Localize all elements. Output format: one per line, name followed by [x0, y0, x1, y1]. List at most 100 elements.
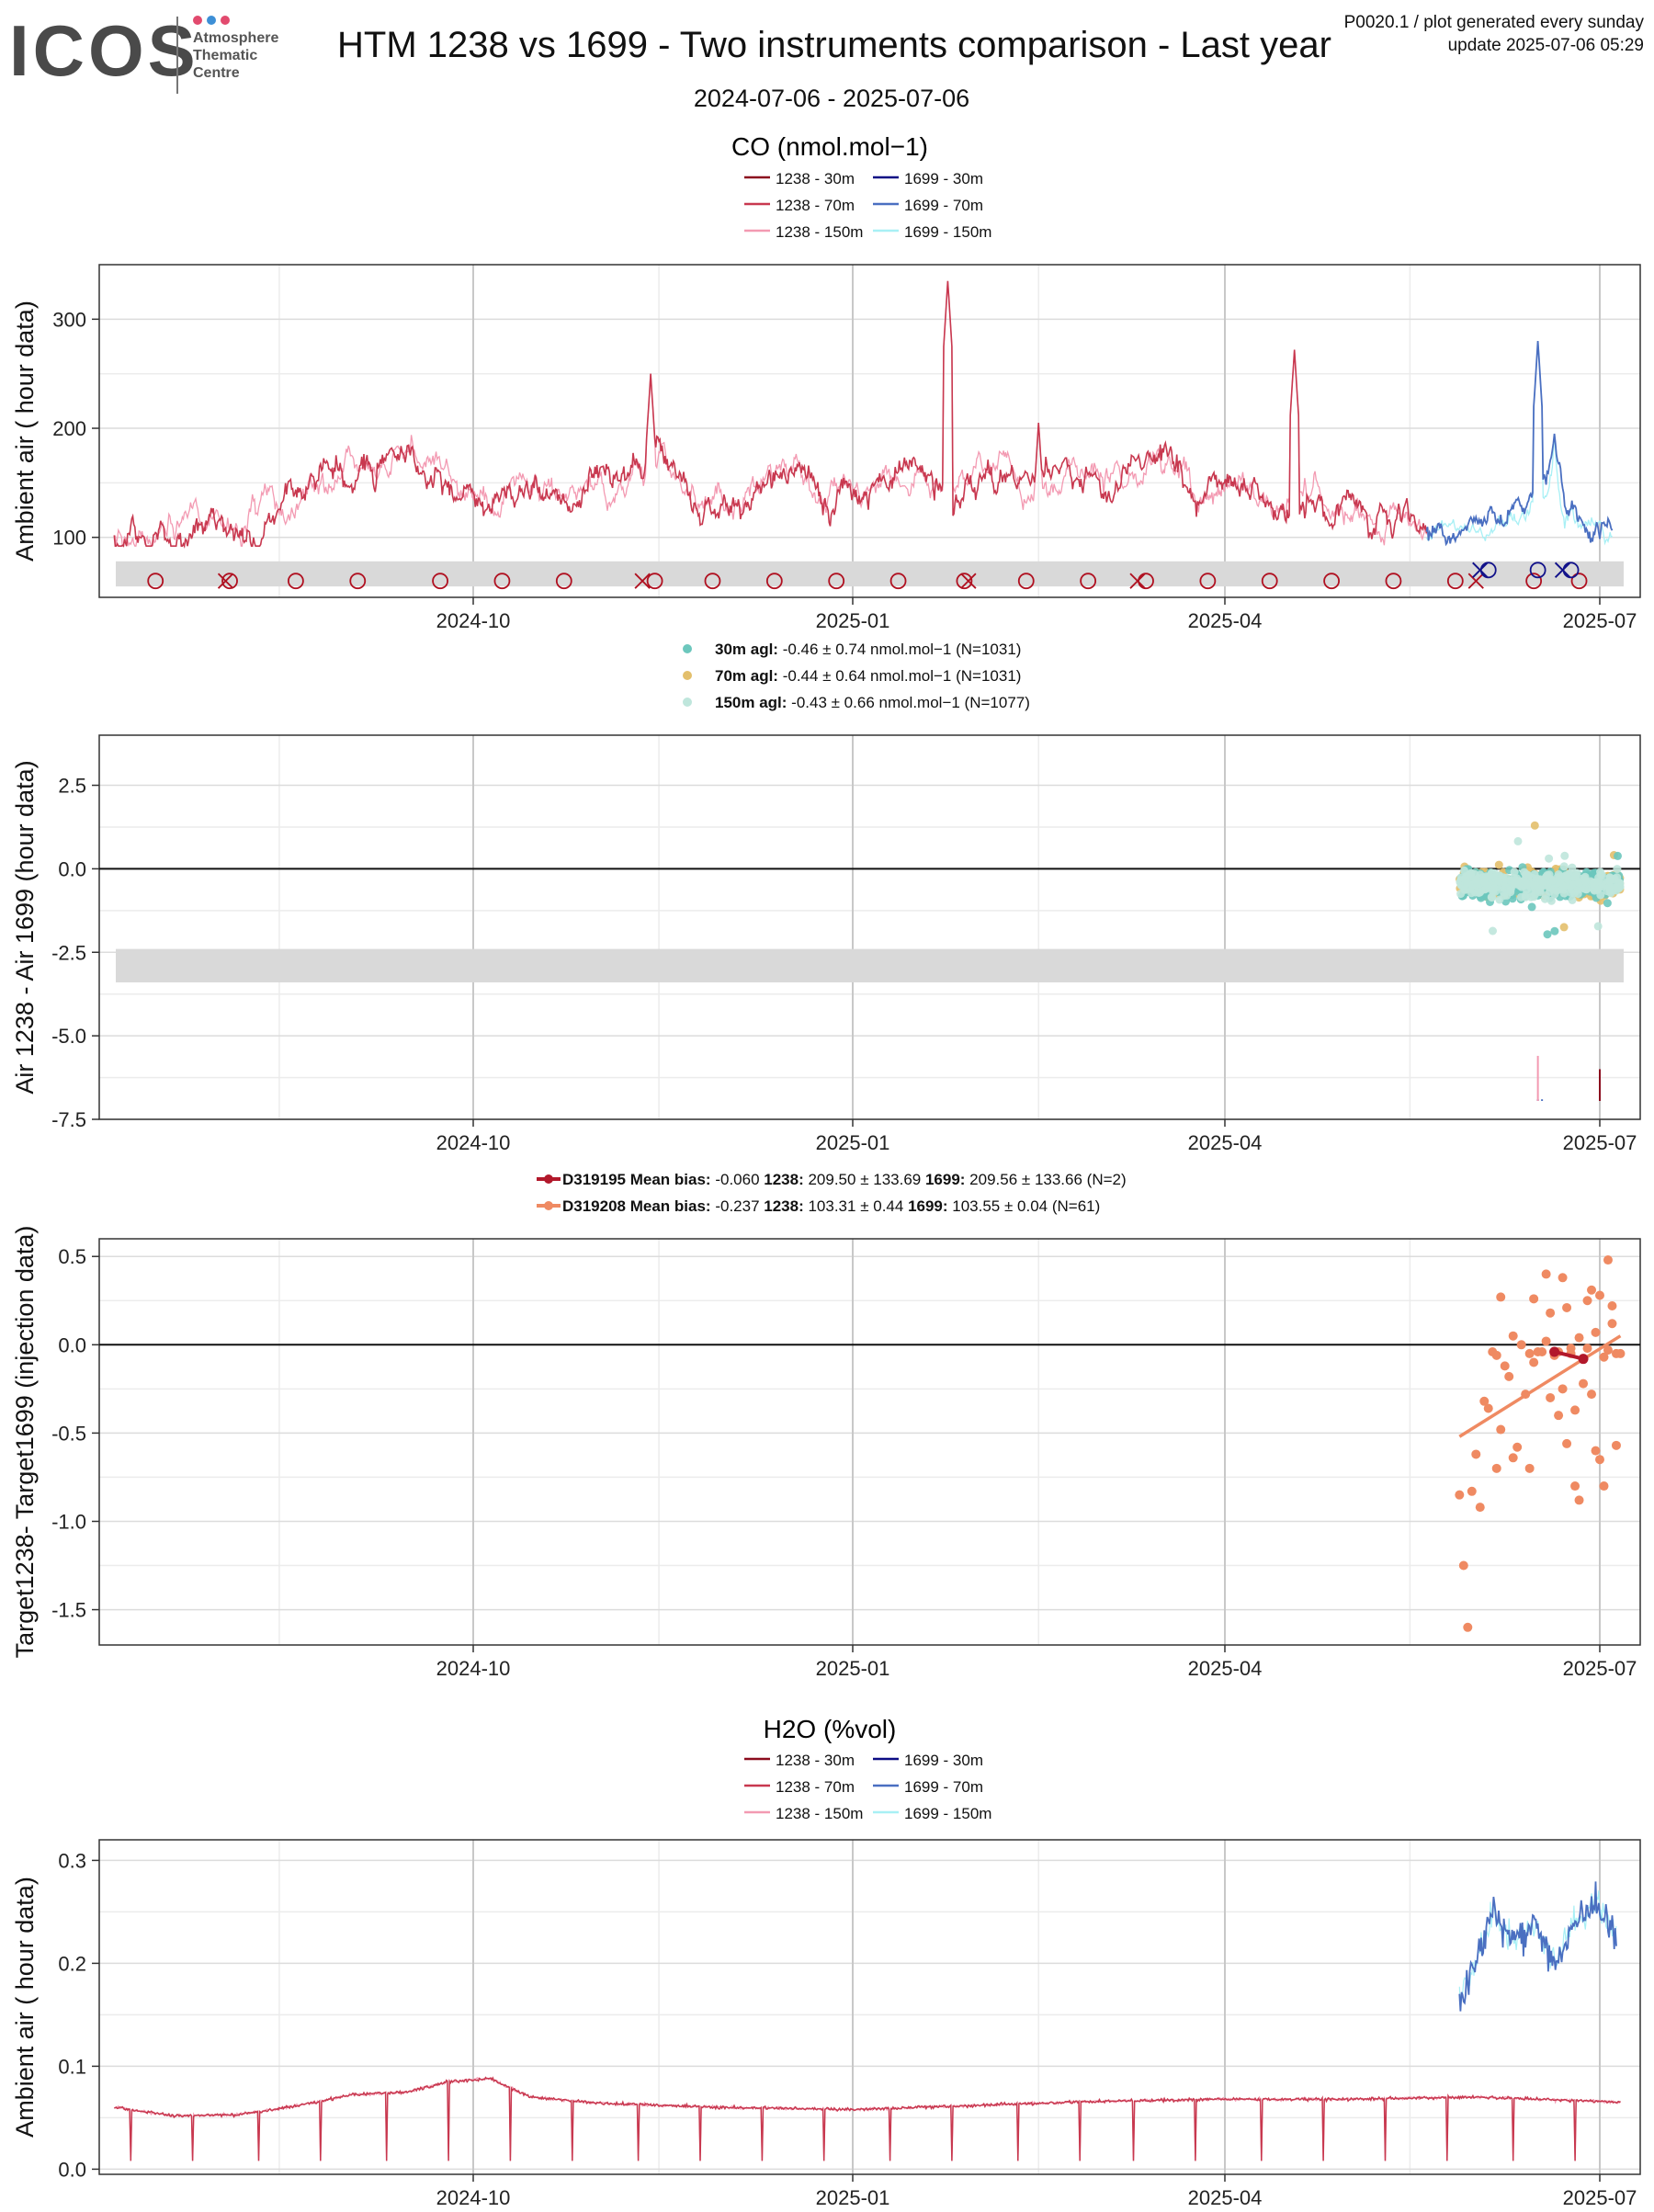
target-point-d319208 — [1582, 1296, 1592, 1306]
legend-dot — [544, 1201, 553, 1210]
page-subtitle: 2024-07-06 - 2025-07-06 — [694, 85, 969, 112]
legend-label: 1238 - 30m — [776, 1752, 855, 1769]
diff-point — [1593, 885, 1603, 894]
marker-x-1238 — [217, 573, 234, 589]
diff-point — [1581, 877, 1591, 886]
air-difference-panel: 2.5 0.0 -2.5 -5.0 -7.5 2024-10 2025-01 2025-04 2… — [11, 734, 1641, 1154]
marker-circle-1238 — [1080, 573, 1097, 590]
logo-dot-3 — [221, 16, 230, 25]
target-point-d319208 — [1529, 1357, 1539, 1367]
target-point-d319208 — [1607, 1319, 1617, 1329]
target-point-d319208 — [1500, 1361, 1510, 1371]
panel-frame — [98, 1839, 1641, 2175]
diff-point — [1612, 883, 1621, 892]
marker-circle-1238 — [704, 573, 721, 590]
diff-point — [1485, 871, 1494, 880]
target-difference-panel: 0.5 0.0 -0.5 -1.0 -1.5 2024-10 2025-01 2025-04 2… — [11, 1226, 1641, 1680]
marker-circle-1238 — [1385, 573, 1402, 590]
diff-point — [1471, 875, 1480, 884]
h2o-1699-70m-line — [1458, 1881, 1617, 2012]
target-point-d319208 — [1546, 1308, 1556, 1318]
target-point-d319208 — [1574, 1495, 1584, 1505]
diff-point — [1559, 923, 1569, 932]
series-1699-150m-line — [1425, 341, 1613, 546]
marker-circle-1238 — [828, 573, 845, 590]
marker-circle-1238 — [956, 573, 973, 590]
marker-circle-1238 — [432, 573, 448, 590]
marker-circle-1238 — [765, 573, 783, 590]
logo-sub-3: Centre — [193, 65, 240, 81]
target-point-d319208 — [1591, 1446, 1601, 1456]
x-tick-label: 2025-01 — [816, 1657, 890, 1680]
series-1238-150m-line — [113, 280, 1428, 547]
diff-point — [1527, 902, 1536, 912]
diff-point — [1603, 899, 1612, 908]
target-point-d319208 — [1603, 1345, 1613, 1356]
legend-label: 1238 - 30m — [776, 170, 855, 187]
marker-circle-1238 — [555, 573, 572, 590]
marker-circle-1238 — [646, 573, 663, 590]
target-point-d319208 — [1607, 1301, 1617, 1311]
marker-circle-1238 — [1525, 573, 1543, 590]
h2o-1238-150m-line — [114, 2077, 1621, 2161]
y-tick-label: -0.5 — [51, 1422, 86, 1445]
target-point-d319208 — [1579, 1378, 1589, 1389]
panel-frame — [98, 1238, 1641, 1646]
h2o-legend: 1238 - 30m 1238 - 70m 1238 - 150m 1699 - 30… — [744, 1752, 991, 1822]
target-point-d319208 — [1471, 1449, 1481, 1459]
target-point-d319208 — [1516, 1340, 1526, 1350]
diff-point — [1466, 869, 1474, 879]
y-tick-label: 100 — [52, 527, 86, 550]
panel-frame — [98, 734, 1641, 1120]
diff-point — [1562, 872, 1571, 881]
legend-dot — [683, 671, 692, 680]
h2o-1238-70m-line — [114, 2076, 1621, 2161]
diff-point — [1593, 878, 1603, 887]
trend-line-d319208 — [1458, 1334, 1622, 1438]
y-tick-label: 0.2 — [58, 1952, 86, 1975]
logo-text: ICOS — [9, 10, 199, 91]
diff-point — [1530, 821, 1539, 830]
diff-point — [1510, 868, 1519, 877]
logo-dot-2 — [207, 16, 216, 25]
page-title: HTM 1238 vs 1699 - Two instruments compa… — [337, 25, 1331, 65]
legend-dot — [683, 698, 692, 707]
y-tick-label: -7.5 — [51, 1108, 86, 1131]
marker-x-1699 — [1554, 562, 1571, 579]
legend-label: 1699 - 30m — [904, 170, 983, 187]
co-ambient-panel: 100 200 300 2024-10 2025-01 2025-04 2025-07 Amb… — [11, 264, 1641, 632]
target-point-d319208 — [1537, 1346, 1547, 1356]
target-point-d319208 — [1591, 1327, 1601, 1337]
plot-note-2: update 2025-07-06 05:29 — [1448, 36, 1644, 55]
y-axis-label: Ambient air ( hour data) — [11, 301, 39, 562]
x-tick-label: 2025-07 — [1563, 1131, 1637, 1154]
y-tick-label: 300 — [52, 308, 86, 331]
y-tick-label: 0.3 — [58, 1849, 86, 1872]
target-point-d319208 — [1566, 1344, 1576, 1354]
diff-point — [1606, 889, 1615, 898]
target-point-d319208 — [1508, 1331, 1518, 1341]
legend-dot — [544, 1174, 553, 1184]
legend-label: 1238 - 150m — [776, 1805, 863, 1822]
diff-point — [1546, 896, 1556, 905]
target-point-d319208 — [1582, 1344, 1592, 1354]
diff-point — [1548, 876, 1558, 885]
x-tick-label: 2025-07 — [1563, 609, 1637, 632]
diff-point — [1550, 926, 1559, 936]
diff-point — [1575, 879, 1583, 888]
legend-label: 1699 - 30m — [904, 1752, 983, 1769]
marker-circle-1238 — [1261, 573, 1278, 590]
y-tick-label: 0.0 — [58, 857, 86, 880]
legend-label: 1699 - 150m — [904, 1805, 991, 1822]
x-tick-label: 2025-04 — [1188, 609, 1263, 632]
target-point-d319208 — [1541, 1269, 1551, 1279]
target-point-d319208 — [1558, 1384, 1568, 1394]
marker-circle-1238 — [349, 573, 367, 590]
y-axis-label: Air 1238 - Air 1699 (hour data) — [11, 760, 39, 1094]
target-point-d319208 — [1491, 1350, 1501, 1360]
legend-label: 150m agl: -0.43 ± 0.66 nmol.mol−1 (N=107… — [715, 694, 1030, 711]
diff-point — [1513, 836, 1523, 845]
y-tick-label: 200 — [52, 417, 86, 440]
x-tick-label: 2025-01 — [816, 1131, 890, 1154]
series-1699-70m-line — [1425, 341, 1614, 547]
